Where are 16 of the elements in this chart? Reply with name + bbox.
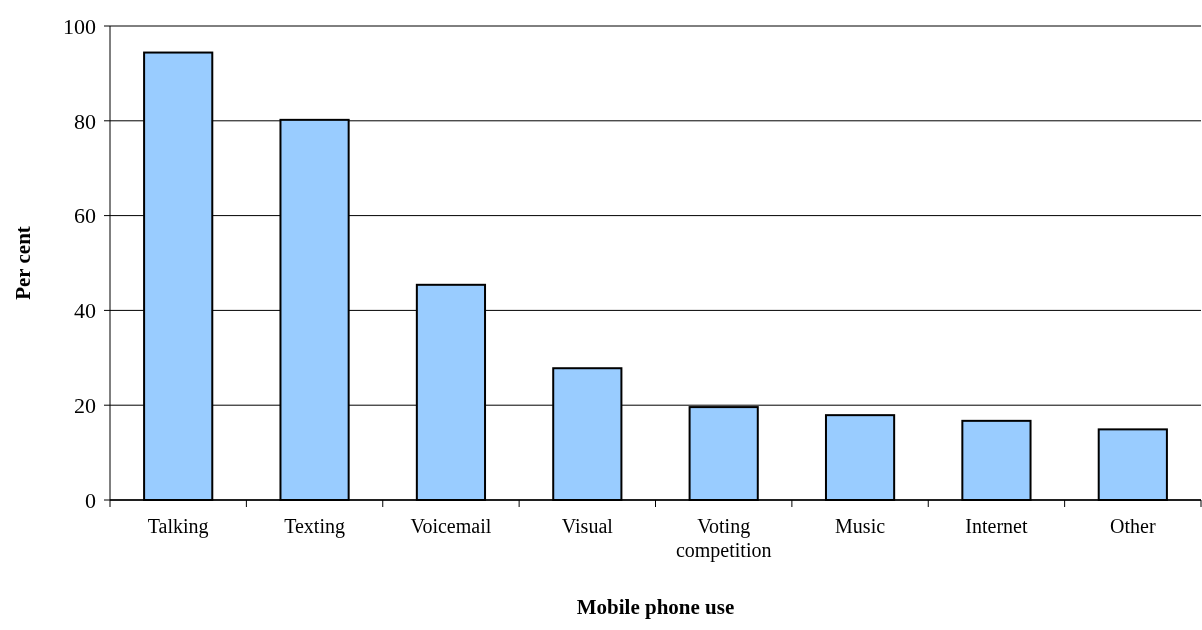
x-tick-label: Voting competition xyxy=(675,515,772,562)
x-tick-label: Music xyxy=(835,515,886,537)
x-tick-label: Visual xyxy=(561,515,614,537)
y-axis-title: Per cent xyxy=(11,226,35,300)
y-tick-label: 20 xyxy=(74,392,96,418)
x-tick-label: Talking xyxy=(147,515,209,538)
x-tick-label: Other xyxy=(1110,515,1156,537)
y-tick-label: 60 xyxy=(74,203,96,229)
y-tick-label: 100 xyxy=(63,13,96,39)
x-axis-title: Mobile phone use xyxy=(576,595,735,619)
x-tick-label: Voicemail xyxy=(410,515,492,537)
y-tick-label: 40 xyxy=(74,298,96,324)
y-tick-label: 80 xyxy=(74,108,96,134)
x-tick-label: Internet xyxy=(965,515,1028,537)
y-tick-label: 0 xyxy=(85,487,96,513)
x-tick-label: Texting xyxy=(284,515,345,538)
